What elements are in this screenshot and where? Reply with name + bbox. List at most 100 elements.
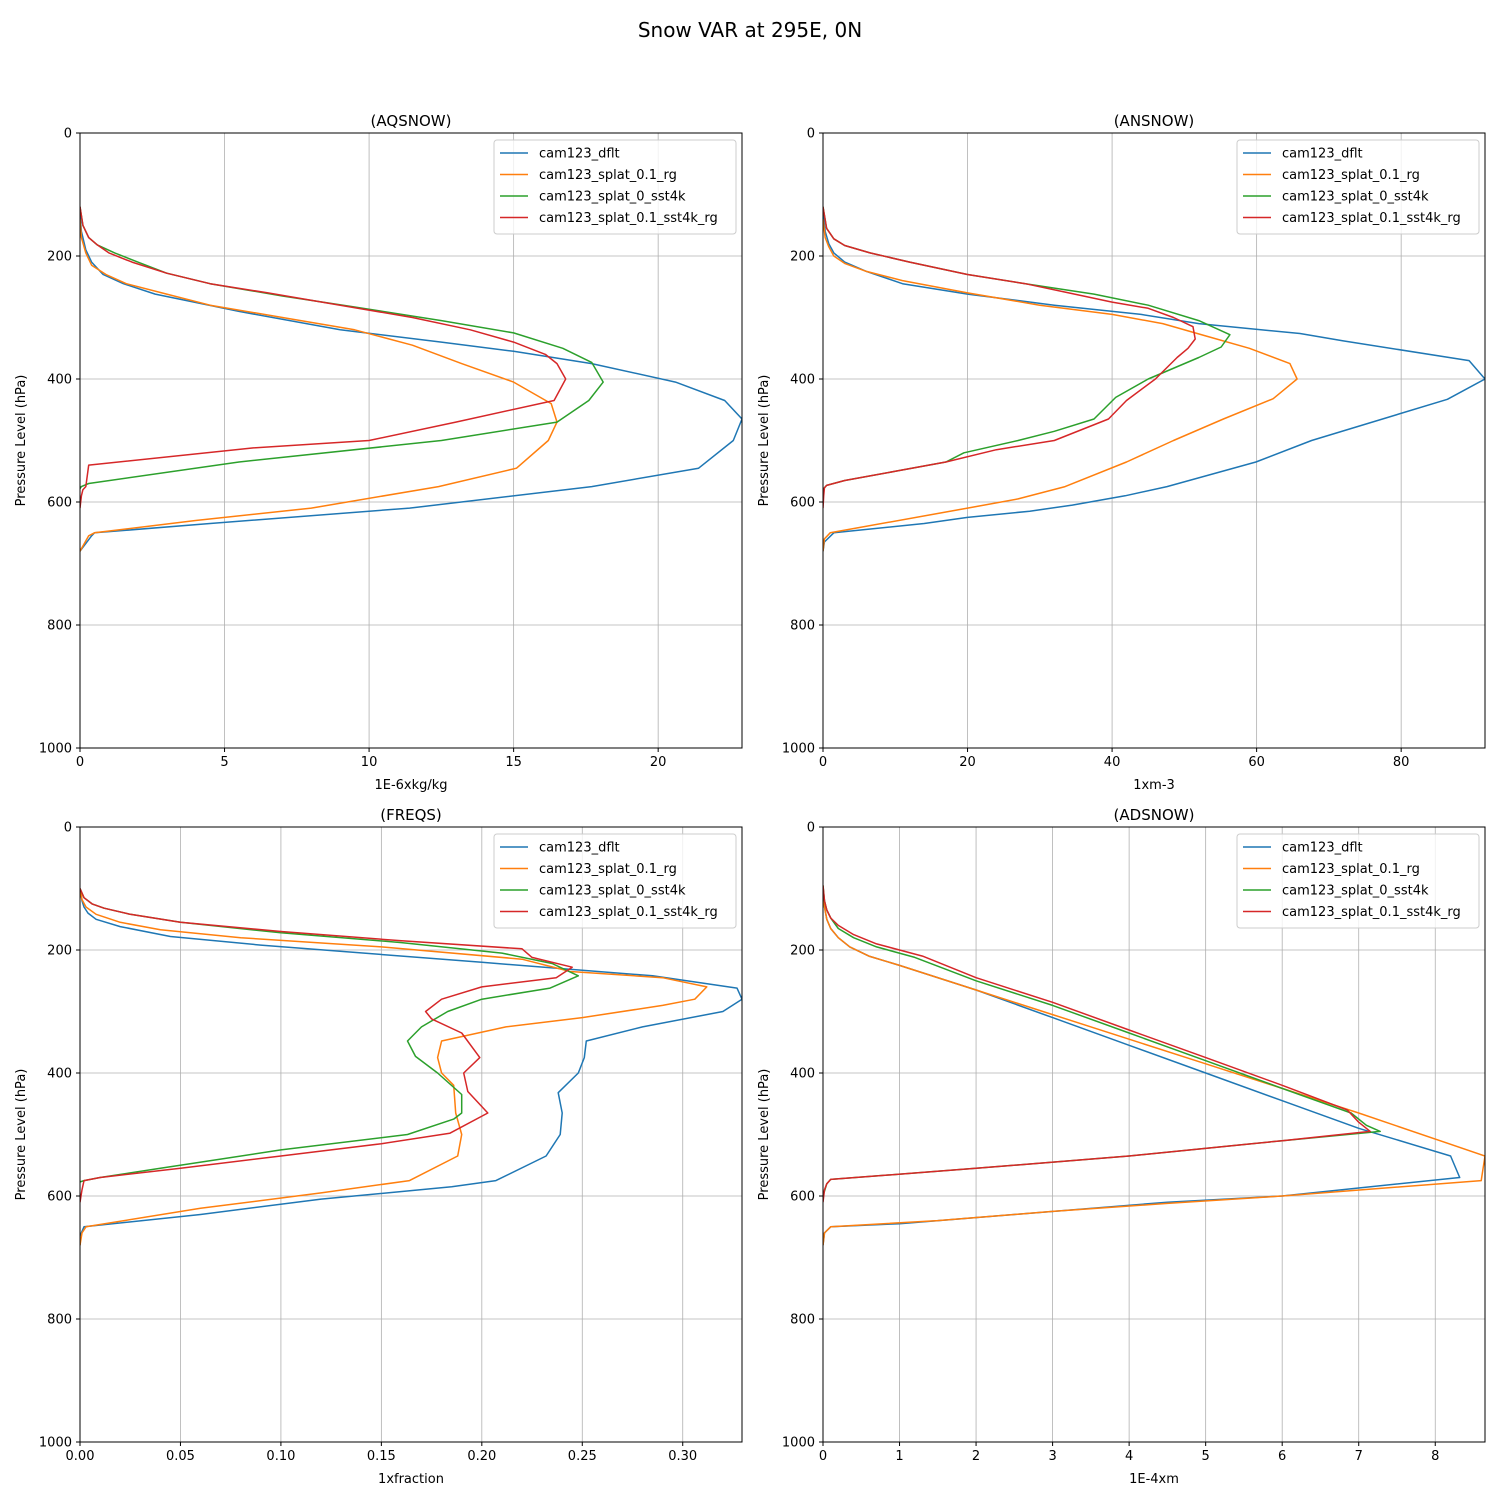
x-tick-label: 0 xyxy=(76,755,84,770)
y-tick-label: 400 xyxy=(47,373,72,388)
series-line-cam123_dflt xyxy=(823,212,1485,552)
y-axis-label: Pressure Level (hPa) xyxy=(757,375,772,507)
y-tick-label: 1000 xyxy=(782,1436,815,1451)
legend-label: cam123_splat_0.1_rg xyxy=(539,862,677,877)
legend-label: cam123_splat_0.1_sst4k_rg xyxy=(539,211,718,226)
y-tick-label: 1000 xyxy=(39,1436,72,1451)
series-line-cam123_splat_0.1_sst4k_rg xyxy=(80,206,567,509)
x-tick-label: 60 xyxy=(1248,755,1265,770)
legend: cam123_dflt cam123_splat_0.1_rg cam123_spl… xyxy=(1236,139,1480,235)
series-line-cam123_splat_0.1_sst4k_rg xyxy=(823,885,1371,1203)
series-line-cam123_splat_0.1_rg xyxy=(80,888,708,1246)
y-tick-label: 0 xyxy=(64,127,72,142)
y-tick-label: 800 xyxy=(790,1313,815,1328)
panel-3: 0.00 0.05 0.10 0.15 0.20 0.25 0.30 0 200 400 600 80… xyxy=(14,806,743,1487)
x-tick-label: 0.10 xyxy=(266,1449,295,1464)
y-tick-label: 800 xyxy=(47,1313,72,1328)
legend-label: cam123_dflt xyxy=(539,147,620,162)
y-tick-label: 0 xyxy=(807,127,815,142)
y-tick-label: 0 xyxy=(807,821,815,836)
x-tick-label: 5 xyxy=(1202,1449,1210,1464)
axes-frame xyxy=(822,826,1486,1443)
legend-label: cam123_splat_0.1_sst4k_rg xyxy=(1282,211,1461,226)
legend-label: cam123_dflt xyxy=(1282,841,1363,856)
x-tick-label: 7 xyxy=(1355,1449,1363,1464)
x-tick-label: 0.20 xyxy=(467,1449,496,1464)
panel-title: (AQSNOW) xyxy=(371,112,452,130)
x-tick-label: 0.25 xyxy=(568,1449,597,1464)
series-line-cam123_splat_0_sst4k xyxy=(823,206,1231,491)
series-line-cam123_dflt xyxy=(80,888,742,1246)
y-tick-label: 1000 xyxy=(782,742,815,757)
axes-frame xyxy=(79,826,743,1443)
legend-label: cam123_splat_0.1_sst4k_rg xyxy=(539,905,718,920)
series-line-cam123_dflt xyxy=(80,212,742,552)
legend-label: cam123_dflt xyxy=(539,841,620,856)
panel-2: 0 20 40 60 8002004006008001000(ANSNOW)1xm-3P… xyxy=(757,112,1486,793)
legend-label: cam123_splat_0_sst4k xyxy=(539,884,686,899)
series-lines xyxy=(823,885,1485,1246)
legend-label: cam123_splat_0.1_rg xyxy=(1282,862,1420,877)
series-line-cam123_splat_0.1_rg xyxy=(823,891,1485,1246)
y-tick-label: 200 xyxy=(790,250,815,265)
axes-frame xyxy=(822,132,1486,749)
y-tick-label: 200 xyxy=(47,250,72,265)
series-line-cam123_splat_0.1_sst4k_rg xyxy=(823,206,1196,509)
y-tick-label: 800 xyxy=(790,619,815,634)
x-tick-label: 0 xyxy=(819,1449,827,1464)
panels: 0 5 10 15 2002004006008001000(AQSNOW)1E-6xkg… xyxy=(14,112,1486,1487)
legend-label: cam123_splat_0.1_rg xyxy=(1282,168,1420,183)
y-tick-label: 800 xyxy=(47,619,72,634)
legend-label: cam123_dflt xyxy=(1282,147,1363,162)
y-axis-label: Pressure Level (hPa) xyxy=(14,375,29,507)
x-tick-label: 8 xyxy=(1431,1449,1439,1464)
x-tick-label: 0.00 xyxy=(66,1449,95,1464)
y-axis-label: Pressure Level (hPa) xyxy=(14,1069,29,1201)
y-tick-label: 200 xyxy=(790,944,815,959)
legend-label: cam123_splat_0_sst4k xyxy=(1282,190,1429,205)
x-tick-label: 40 xyxy=(1104,755,1121,770)
legend: cam123_dflt cam123_splat_0.1_rg cam123_spl… xyxy=(1236,833,1480,929)
x-tick-label: 0.05 xyxy=(166,1449,195,1464)
series-line-cam123_dflt xyxy=(823,888,1461,1246)
x-tick-label: 15 xyxy=(505,755,522,770)
series-lines xyxy=(823,206,1485,552)
legend: cam123_dflt cam123_splat_0.1_rg cam123_spl… xyxy=(493,833,737,929)
legend-label: cam123_splat_0.1_rg xyxy=(539,168,677,183)
axes-frame xyxy=(79,132,743,749)
panel-title: (FREQS) xyxy=(380,806,442,824)
legend-box xyxy=(1236,833,1480,929)
panel-title: (ANSNOW) xyxy=(1114,112,1195,130)
figure-title: Snow VAR at 295E, 0N xyxy=(638,18,862,42)
x-tick-label: 0.15 xyxy=(367,1449,396,1464)
y-tick-label: 400 xyxy=(790,373,815,388)
x-tick-label: 10 xyxy=(361,755,378,770)
y-tick-label: 600 xyxy=(790,496,815,511)
x-tick-label: 3 xyxy=(1048,1449,1056,1464)
series-line-cam123_splat_0_sst4k xyxy=(80,206,604,489)
x-tick-label: 5 xyxy=(220,755,228,770)
y-tick-label: 0 xyxy=(64,821,72,836)
legend-box xyxy=(493,833,737,929)
series-lines xyxy=(80,888,742,1246)
x-tick-label: 1 xyxy=(895,1449,903,1464)
series-line-cam123_splat_0.1_rg xyxy=(823,219,1298,552)
x-axis-label: 1E-6xkg/kg xyxy=(374,778,447,793)
x-tick-label: 20 xyxy=(959,755,976,770)
series-line-cam123_splat_0_sst4k xyxy=(80,888,580,1183)
x-tick-label: 80 xyxy=(1393,755,1410,770)
y-tick-label: 400 xyxy=(790,1067,815,1082)
y-tick-label: 200 xyxy=(47,944,72,959)
series-lines xyxy=(80,206,742,552)
x-tick-label: 2 xyxy=(972,1449,980,1464)
x-tick-label: 4 xyxy=(1125,1449,1133,1464)
legend-box xyxy=(1236,139,1480,235)
y-axis-label: Pressure Level (hPa) xyxy=(757,1069,772,1201)
y-tick-label: 1000 xyxy=(39,742,72,757)
x-tick-label: 20 xyxy=(650,755,667,770)
x-axis-label: 1E-4xm xyxy=(1129,1472,1179,1487)
y-tick-label: 600 xyxy=(790,1190,815,1205)
legend-label: cam123_splat_0_sst4k xyxy=(539,190,686,205)
series-line-cam123_splat_0_sst4k xyxy=(823,885,1381,1197)
